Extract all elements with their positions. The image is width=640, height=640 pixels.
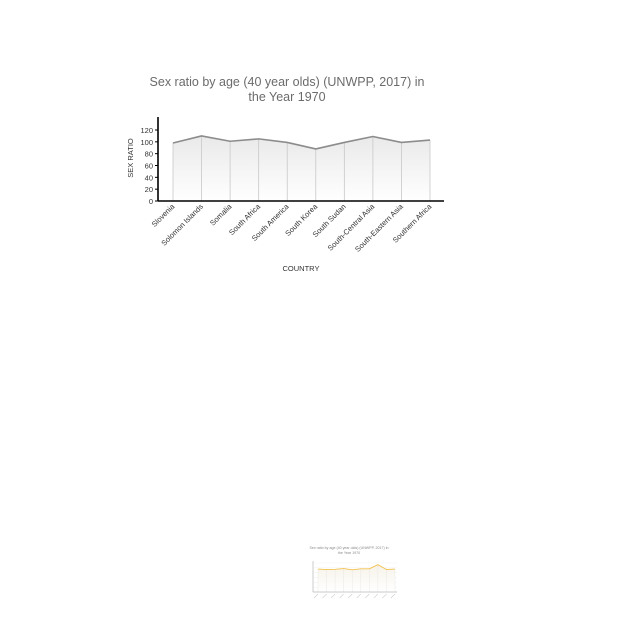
y-tick-label: 0 — [149, 197, 153, 206]
series-line — [317, 564, 396, 571]
thumb-title-line-1: Sex ratio by age (40 year olds) (UNWPP, … — [309, 546, 388, 550]
series-area — [173, 135, 430, 201]
thumb-x-tick — [356, 593, 361, 599]
thumb-x-tick — [322, 593, 327, 599]
y-tick-label: 60 — [145, 162, 153, 171]
thumb-x-tick — [390, 593, 396, 599]
chart-title-line-1: Sex ratio by age (40 year olds) (UNWPP, … — [150, 75, 425, 89]
series-line — [172, 135, 431, 150]
thumb-x-tick — [382, 593, 387, 599]
y-axis-title: SEX RATIO — [126, 138, 135, 178]
x-axis-title: COUNTRY — [283, 264, 320, 273]
thumb-x-tick — [330, 593, 336, 599]
thumb-title-line-2: the Year 1970 — [338, 551, 360, 555]
thumb-x-tick — [348, 593, 353, 599]
thumb-x-tick — [339, 593, 344, 599]
y-tick-label: 100 — [140, 138, 153, 147]
y-tick-label: 20 — [145, 185, 153, 194]
thumb-x-tick — [365, 593, 370, 599]
y-tick-label: 80 — [145, 150, 153, 159]
y-tick-label: 120 — [140, 126, 153, 135]
thumb-x-tick — [373, 593, 379, 599]
thumb-x-tick — [313, 593, 319, 599]
series-area — [318, 564, 395, 592]
y-tick-label: 40 — [145, 173, 153, 182]
chart-title-line-2: the Year 1970 — [248, 90, 325, 104]
